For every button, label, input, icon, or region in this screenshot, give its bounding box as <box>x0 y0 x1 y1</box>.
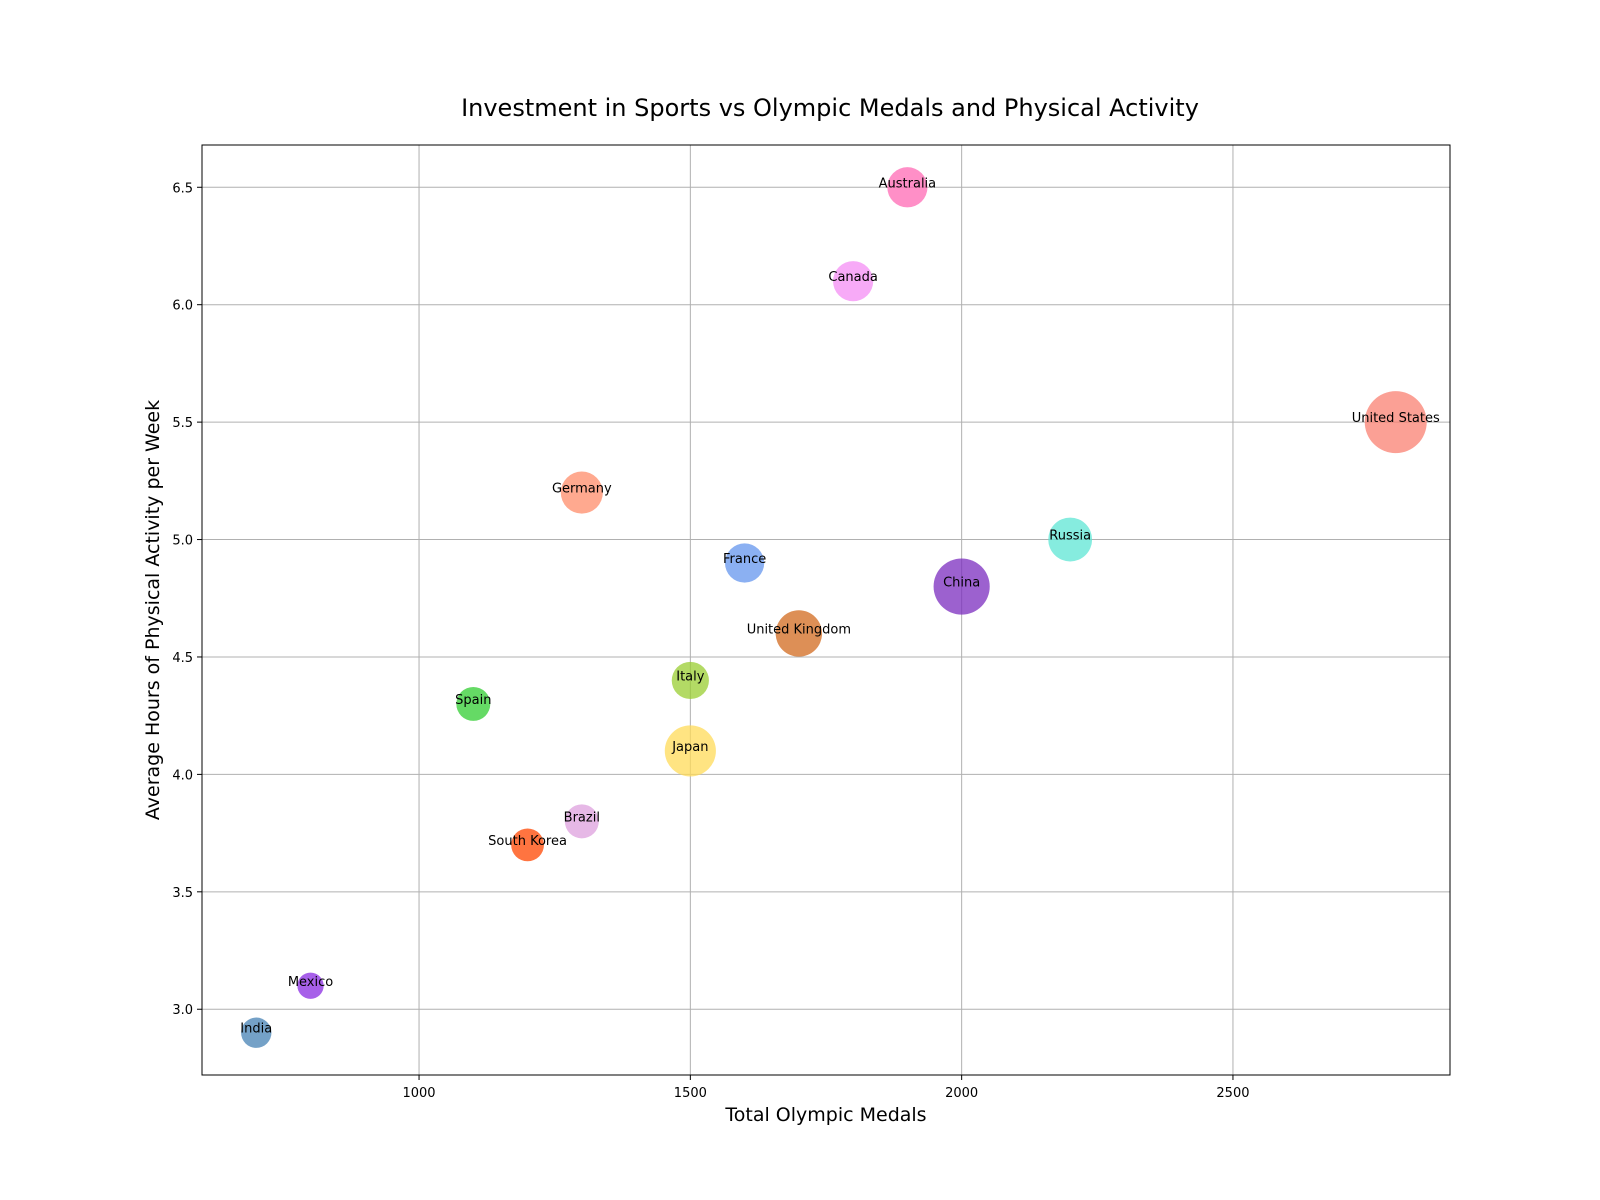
data-point-label: Brazil <box>564 810 600 825</box>
data-point <box>1364 391 1427 454</box>
chart-title: Investment in Sports vs Olympic Medals a… <box>461 94 1199 122</box>
grid-lines <box>202 145 1450 1075</box>
data-point <box>297 972 324 999</box>
data-point-label: China <box>943 576 980 591</box>
plot-area-frame <box>201 144 1451 1076</box>
data-point-label: India <box>240 1022 272 1037</box>
x-tick-label: 1000 <box>402 1086 435 1101</box>
y-tick-label: 4.5 <box>172 651 193 666</box>
data-point <box>833 261 874 302</box>
x-tick-label: 2500 <box>1216 1086 1249 1101</box>
y-tick-label: 5.0 <box>172 534 193 549</box>
data-point-label: France <box>723 552 766 567</box>
data-point-label: Germany <box>552 482 612 497</box>
y-tick-label: 3.5 <box>172 886 193 901</box>
y-tick-label: 6.5 <box>172 181 193 196</box>
data-point <box>241 1017 272 1048</box>
data-point-label: Japan <box>671 740 708 755</box>
data-point <box>511 828 544 862</box>
data-point <box>456 686 491 721</box>
data-point-label: Spain <box>455 693 491 708</box>
data-point <box>725 543 765 583</box>
x-tick-label: 2000 <box>945 1086 978 1101</box>
y-tick-label: 4.0 <box>172 768 193 783</box>
data-point <box>1048 517 1093 562</box>
data-point <box>671 661 709 700</box>
y-axis-label: Average Hours of Physical Activity per W… <box>142 400 164 820</box>
data-point <box>933 558 990 615</box>
y-tick-label: 5.5 <box>172 416 193 431</box>
data-point <box>664 725 716 777</box>
data-point-label: Russia <box>1049 529 1091 544</box>
data-point-labels: United States China Russia Germany United Ki… <box>240 176 1440 1036</box>
data-point-label: Mexico <box>288 975 333 990</box>
data-point <box>564 804 599 839</box>
data-point-label: Canada <box>828 270 877 285</box>
data-point <box>887 167 928 208</box>
y-tick-label: 3.0 <box>172 1003 193 1018</box>
x-tick-label: 1500 <box>674 1086 707 1101</box>
data-point-label: United Kingdom <box>747 622 851 637</box>
data-point-label: United States <box>1352 411 1440 426</box>
data-point <box>775 610 823 657</box>
data-point-label: Australia <box>879 176 937 191</box>
data-point <box>560 471 603 514</box>
data-point-label: South Korea <box>488 834 567 849</box>
axis-ticks: 1000 1500 2000 2500 3.0 3.5 4.0 4.5 5.0 5.5 6.0 6.5 <box>172 181 1249 1101</box>
y-tick-label: 6.0 <box>172 299 193 314</box>
x-axis-label: Total Olympic Medals <box>724 1104 926 1126</box>
data-points <box>241 167 1427 1048</box>
data-point-label: Italy <box>676 669 705 684</box>
